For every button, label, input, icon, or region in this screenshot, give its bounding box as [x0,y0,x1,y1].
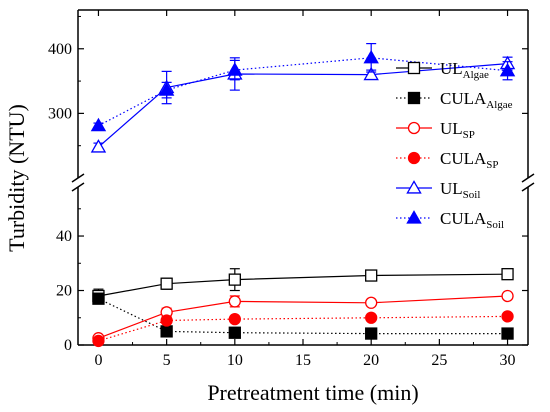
legend-marker [407,61,421,75]
axis-break-mark [521,173,535,183]
x-tick-label: 5 [163,352,171,369]
data-point [501,289,514,303]
legend-marker [406,210,422,224]
series-cula-sp [92,310,514,348]
legend-name: UL [440,119,463,138]
data-point [501,268,514,281]
x-tick-label: 15 [295,352,311,369]
legend-name: CULA [440,209,487,228]
series-line [98,315,508,342]
legend-label: CULASP [440,149,499,171]
y-tick-label-upper: 400 [48,41,72,58]
plot-area: 0 5 10 15 20 25 3030040002040ULAlgaeCULAAlgaeU… [48,9,535,369]
legend-name: UL [440,59,463,78]
data-point [227,62,243,76]
series-line [98,273,508,297]
y-tick-label-upper: 300 [48,105,72,122]
axis-break-mark [521,182,535,192]
legend-subscript: Soil [486,219,504,231]
data-point [365,269,378,282]
legend-subscript: SP [463,129,475,141]
legend-entry: ULSP [396,119,475,141]
legend-subscript: Algae [463,69,489,81]
data-point [228,326,241,339]
y-axis-title: Turbidity (NTU) [4,104,29,252]
legend-label: ULSoil [440,179,480,201]
legend-name: CULA [440,149,487,168]
x-tick-label: 25 [431,352,447,369]
legend-entry: CULASP [396,149,499,171]
series-line [98,295,508,339]
series-cula-algae [92,292,514,340]
data-point [228,295,241,308]
data-point [90,117,107,132]
data-point [160,314,173,327]
legend-name: UL [440,179,463,198]
data-point [363,66,379,81]
series-ul-sp [92,289,514,345]
legend-subscript: Algae [486,99,512,111]
legend-name: CULA [440,89,487,108]
data-point [365,311,378,324]
legend-entry: ULAlgae [396,59,489,81]
legend-label: ULSP [440,119,475,141]
y-tick-label-lower: 20 [56,283,72,300]
legend-label: ULAlgae [440,59,489,81]
legend-subscript: SP [486,159,498,171]
data-point [92,292,105,305]
data-point [160,277,173,290]
data-point [501,310,514,323]
y-tick-label-lower: 0 [64,337,72,354]
data-point [158,82,175,96]
data-point [363,49,379,64]
data-point [90,139,107,153]
legend-label: CULASoil [440,209,504,231]
data-point [160,325,173,338]
legend-subscript: Soil [463,189,481,201]
data-point [228,273,241,286]
legend-entry: ULSoil [396,179,480,201]
x-tick-label: 10 [227,352,243,369]
legend-marker [407,91,421,105]
series-line [98,298,508,335]
x-tick-label: 30 [500,352,516,369]
y-tick-label-lower: 40 [56,228,72,245]
x-axis-title: Pretreatment time (min) [207,380,418,405]
data-point [365,327,378,340]
series-ul-algae [92,268,514,304]
data-point [92,334,105,348]
x-tick-label: 20 [363,352,379,369]
legend-marker [406,180,422,194]
legend-entry: CULAAlgae [396,89,513,111]
data-point [501,327,514,340]
axis-break-mark [71,182,85,192]
legend-label: CULAAlgae [440,89,513,111]
axis-break-mark [71,173,85,183]
data-point [365,296,378,309]
data-point [499,62,516,77]
series-cula-soil [90,42,516,132]
data-point [228,312,241,326]
legend-marker [407,151,421,165]
x-tick-label: 0 [94,352,102,369]
legend-entry: CULASoil [396,209,504,231]
legend-marker [407,121,421,135]
